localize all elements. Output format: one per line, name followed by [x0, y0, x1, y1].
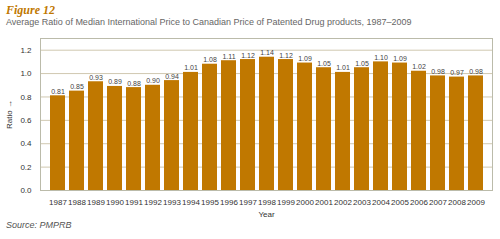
svg-text:0.0: 0.0 — [20, 186, 32, 195]
svg-text:2002: 2002 — [334, 198, 352, 207]
svg-text:2003: 2003 — [353, 198, 371, 207]
svg-text:2009: 2009 — [467, 198, 485, 207]
svg-text:1993: 1993 — [163, 198, 181, 207]
svg-text:0.97: 0.97 — [450, 69, 464, 76]
svg-text:1.09: 1.09 — [298, 55, 312, 62]
svg-text:0.98: 0.98 — [431, 68, 445, 75]
svg-text:2006: 2006 — [410, 198, 428, 207]
svg-text:1995: 1995 — [201, 198, 219, 207]
svg-text:1.01: 1.01 — [184, 64, 198, 71]
svg-text:0.90: 0.90 — [146, 77, 160, 84]
svg-text:0.6: 0.6 — [20, 116, 32, 125]
svg-text:1988: 1988 — [68, 198, 86, 207]
svg-text:0.89: 0.89 — [108, 78, 122, 85]
svg-text:1996: 1996 — [220, 198, 238, 207]
svg-text:0.4: 0.4 — [20, 139, 32, 148]
svg-text:1989: 1989 — [87, 198, 105, 207]
svg-text:1.02: 1.02 — [412, 63, 426, 70]
svg-text:1.01: 1.01 — [336, 64, 350, 71]
html-text:Figure 12: Figure 12 — [6, 3, 55, 17]
svg-text:1998: 1998 — [258, 198, 276, 207]
svg-text:2007: 2007 — [429, 198, 447, 207]
svg-text:0.98: 0.98 — [469, 68, 483, 75]
html-text:Average Ratio of Median Intern: Average Ratio of Median International Pr… — [6, 17, 412, 27]
svg-text:1.0: 1.0 — [20, 69, 32, 78]
svg-text:1.05: 1.05 — [317, 60, 331, 67]
svg-text:1.09: 1.09 — [393, 55, 407, 62]
svg-text:0.8: 0.8 — [20, 93, 32, 102]
svg-text:2004: 2004 — [372, 198, 390, 207]
svg-text:1.05: 1.05 — [355, 60, 369, 67]
svg-text:1.10: 1.10 — [374, 54, 388, 61]
svg-text:1994: 1994 — [182, 198, 200, 207]
svg-text:1.08: 1.08 — [203, 56, 217, 63]
svg-text:2001: 2001 — [315, 198, 333, 207]
svg-text:1.11: 1.11 — [222, 53, 235, 60]
svg-text:0.93: 0.93 — [89, 74, 103, 81]
svg-text:2008: 2008 — [448, 198, 466, 207]
html-text:Source: PMPRB: Source: PMPRB — [6, 220, 72, 230]
svg-text:1.12: 1.12 — [241, 52, 255, 59]
svg-text:1.12: 1.12 — [279, 52, 293, 59]
svg-text:2000: 2000 — [296, 198, 314, 207]
svg-text:0.81: 0.81 — [51, 88, 65, 95]
svg-text:1991: 1991 — [125, 198, 143, 207]
svg-text:1992: 1992 — [144, 198, 162, 207]
svg-text:0.2: 0.2 — [20, 163, 32, 172]
svg-text:2005: 2005 — [391, 198, 409, 207]
svg-text:1997: 1997 — [239, 198, 257, 207]
svg-text:1.14: 1.14 — [260, 49, 274, 56]
svg-text:0.94: 0.94 — [165, 73, 179, 80]
svg-text:1999: 1999 — [277, 198, 295, 207]
svg-text:0.85: 0.85 — [70, 83, 84, 90]
svg-text:1.2: 1.2 — [20, 46, 32, 55]
svg-text:0.88: 0.88 — [127, 80, 141, 87]
svg-text:Year: Year — [258, 210, 275, 219]
svg-text:Ratio →: Ratio → — [5, 100, 14, 129]
svg-text:1990: 1990 — [106, 198, 124, 207]
svg-text:1987: 1987 — [49, 198, 67, 207]
